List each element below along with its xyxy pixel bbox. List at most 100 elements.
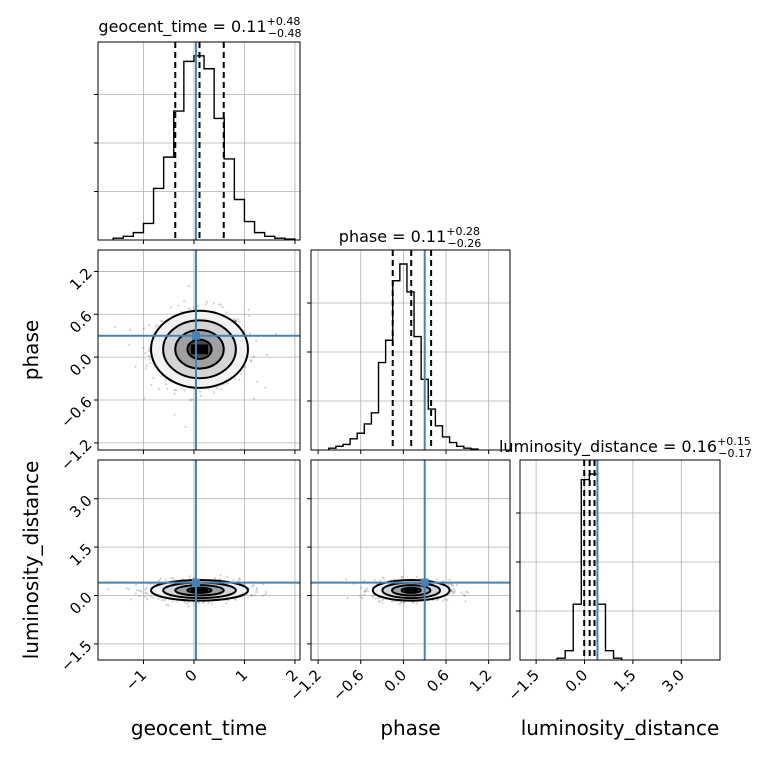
marginal-panel-luminosity_distance	[516, 459, 721, 664]
sample-point	[448, 578, 451, 582]
sample-point	[134, 583, 138, 586]
contour-3	[186, 586, 213, 594]
sample-point	[363, 579, 366, 582]
sample-point	[383, 577, 386, 581]
sample-point	[154, 325, 157, 328]
sample-point	[185, 602, 188, 605]
y-tick-label-phase: 0.6	[66, 307, 96, 337]
sample-point	[138, 595, 141, 598]
y-axis-label-phase: phase	[19, 320, 43, 380]
sample-point	[129, 328, 132, 331]
sample-point	[232, 318, 235, 321]
density-peak	[191, 344, 208, 355]
y-tick-label-luminosity_distance: 0.0	[66, 588, 96, 618]
sample-point	[255, 587, 258, 590]
sample-point	[226, 575, 229, 579]
x-axis-label-phase: phase	[380, 716, 440, 740]
sample-point	[252, 584, 255, 587]
sample-point	[221, 305, 224, 309]
sample-point	[219, 574, 222, 577]
sample-point	[187, 307, 190, 310]
sample-point	[250, 594, 253, 597]
sample-point	[363, 590, 366, 593]
sample-point	[240, 372, 243, 375]
panel-frame	[97, 41, 301, 241]
sample-point	[381, 601, 384, 604]
sample-point	[148, 358, 151, 361]
sample-point	[359, 586, 363, 589]
sample-point	[452, 588, 455, 591]
sample-point	[213, 577, 217, 580]
sample-point	[184, 425, 187, 428]
contour-0	[371, 579, 451, 602]
sample-point	[134, 365, 137, 368]
sample-point	[365, 589, 368, 592]
sample-point	[361, 597, 364, 600]
sample-point	[234, 377, 237, 381]
sample-point	[252, 355, 256, 358]
sample-point	[166, 387, 169, 390]
sample-point	[170, 576, 173, 579]
sample-point	[171, 577, 175, 580]
x-tick-label-luminosity_distance: 0.0	[562, 666, 592, 696]
sample-point	[142, 327, 146, 330]
sample-point	[381, 598, 385, 601]
x-tick-label-luminosity_distance: −1.5	[504, 666, 542, 704]
sample-point	[217, 303, 221, 306]
sample-point	[225, 602, 228, 605]
sample-point	[363, 593, 366, 597]
sample-point	[198, 601, 201, 604]
sample-point	[171, 600, 174, 603]
sample-point	[107, 588, 110, 591]
y-tick-label-luminosity_distance: 3.0	[66, 492, 96, 522]
sample-point	[235, 319, 238, 322]
sample-point	[220, 388, 223, 391]
marginal-panel-phase	[307, 249, 511, 454]
marginal-panel-geocent_time	[94, 41, 301, 244]
sample-point	[175, 388, 178, 392]
sample-point	[381, 576, 384, 579]
sample-point	[377, 600, 380, 603]
x-axis-label-luminosity_distance: luminosity_distance	[521, 716, 720, 740]
sample-point	[143, 397, 146, 400]
sample-point	[225, 311, 228, 314]
sample-point	[161, 599, 164, 602]
sample-point	[371, 596, 374, 599]
joint-panel-geocent_time-vs-luminosity_distance	[94, 459, 301, 664]
sample-point	[206, 300, 209, 304]
sample-point	[450, 589, 453, 592]
sample-point	[142, 346, 145, 349]
sample-point	[435, 578, 438, 581]
sample-point	[163, 598, 166, 602]
sample-point	[144, 367, 147, 370]
sample-point	[210, 602, 213, 605]
sample-point	[140, 590, 143, 593]
panel-frame	[519, 459, 721, 661]
sample-point	[192, 307, 196, 310]
sample-point	[173, 392, 176, 395]
grid	[98, 460, 300, 660]
contour-2	[174, 329, 225, 370]
sample-point	[249, 359, 253, 362]
grid	[520, 460, 720, 660]
sample-point	[150, 383, 153, 387]
sample-point	[187, 605, 190, 608]
sample-point	[164, 378, 167, 382]
sample-point	[181, 577, 184, 581]
joint-panel-geocent_time-vs-phase	[94, 249, 301, 454]
sample-point	[234, 598, 237, 601]
sample-point	[398, 603, 401, 606]
panel-frame	[97, 249, 301, 451]
sample-point	[129, 598, 133, 601]
histogram-phase	[328, 263, 479, 450]
sample-point	[415, 602, 418, 605]
sample-point	[199, 390, 202, 393]
sample-point	[450, 589, 453, 592]
sample-point	[183, 299, 186, 303]
sample-point	[215, 387, 218, 390]
sample-point	[207, 601, 210, 605]
sample-point	[114, 325, 117, 329]
sample-point	[252, 397, 256, 400]
sample-point	[400, 576, 403, 579]
